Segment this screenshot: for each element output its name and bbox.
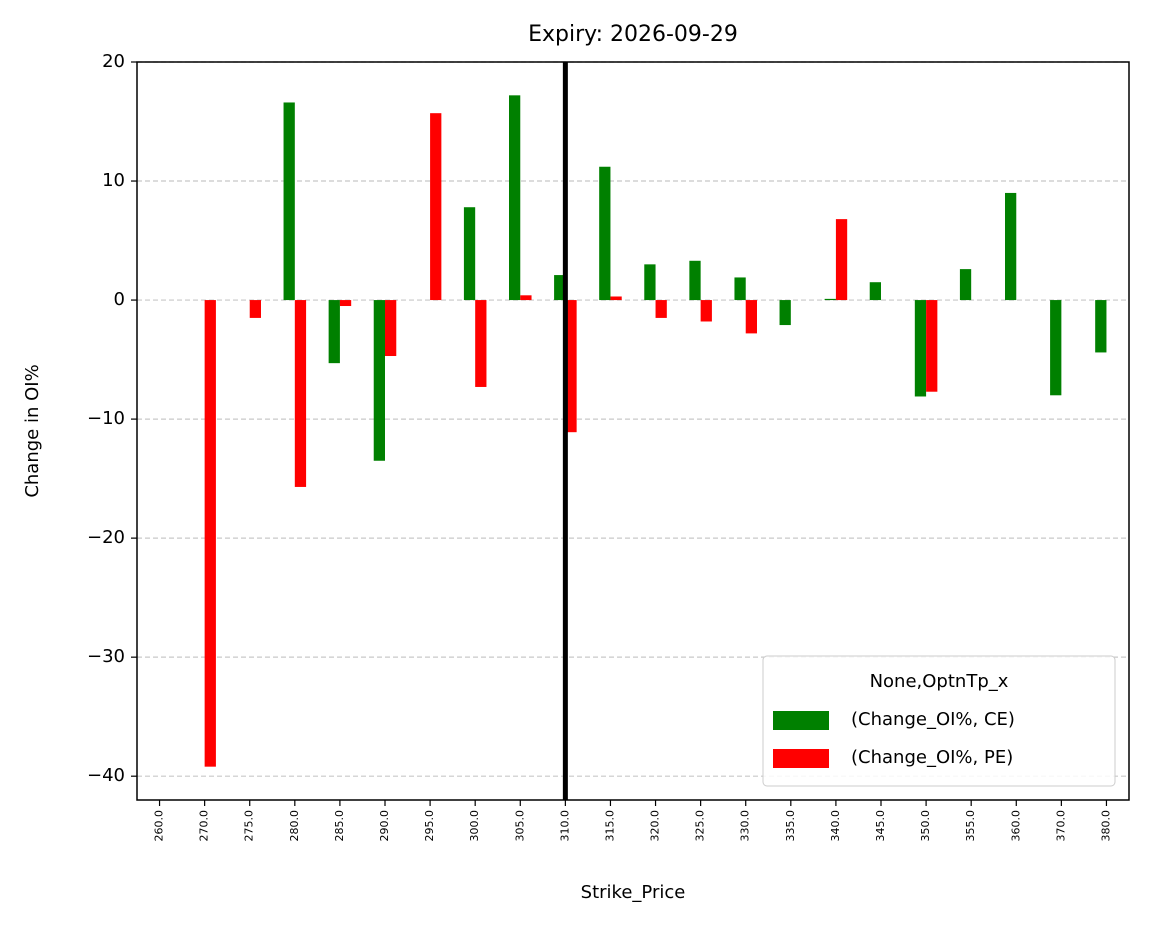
- bar: [959, 269, 972, 301]
- x-tick-label: 360.0: [1009, 810, 1022, 842]
- x-tick-label: 330.0: [739, 810, 752, 842]
- bar: [249, 300, 261, 318]
- bar: [745, 300, 757, 334]
- bar: [475, 300, 487, 387]
- plot-frame: [136, 61, 1130, 801]
- bar: [339, 300, 352, 307]
- x-tick-label: 370.0: [1054, 810, 1067, 842]
- bar: [599, 166, 611, 301]
- x-tick-label: 355.0: [964, 810, 977, 842]
- x-tick-label: 350.0: [919, 810, 932, 842]
- y-axis-label: Change in OI%: [22, 364, 43, 497]
- bar: [835, 219, 848, 301]
- bar: [734, 277, 746, 301]
- legend-title: None,OptnTp_x: [870, 671, 1009, 692]
- y-tick-label: 10: [102, 170, 125, 191]
- bar: [554, 275, 566, 301]
- y-tick-label: −10: [87, 408, 125, 429]
- x-tick-label: 380.0: [1099, 810, 1112, 842]
- x-tick-label: 290.0: [378, 810, 391, 842]
- bar: [385, 300, 397, 357]
- bar: [926, 300, 938, 392]
- bar: [430, 113, 442, 301]
- x-tick-label: 310.0: [558, 810, 571, 842]
- x-axis-label: Strike_Price: [581, 882, 686, 903]
- bar: [520, 295, 532, 301]
- bar: [283, 102, 295, 301]
- bar: [204, 300, 216, 767]
- legend-label: (Change_OI%, CE): [851, 709, 1015, 730]
- y-tick-label: −20: [87, 527, 125, 548]
- bar: [655, 300, 667, 318]
- x-tick-label: 260.0: [153, 810, 166, 842]
- legend-swatch: [773, 711, 829, 730]
- x-tick-label: 325.0: [694, 810, 707, 842]
- x-tick-label: 305.0: [513, 810, 526, 842]
- y-tick-label: 20: [102, 51, 125, 72]
- chart-title: Expiry: 2026-09-29: [528, 22, 738, 47]
- legend-label: (Change_OI%, PE): [851, 747, 1013, 768]
- y-tick-label: 0: [114, 289, 125, 310]
- bar: [328, 300, 340, 364]
- bar: [700, 300, 712, 322]
- legend: None,OptnTp_x (Change_OI%, CE) (Change_OI%…: [762, 655, 1116, 787]
- x-tick-label: 270.0: [198, 810, 211, 842]
- bar: [1095, 300, 1107, 353]
- bar: [1050, 300, 1062, 396]
- legend-frame: [762, 655, 1116, 787]
- bar: [565, 300, 577, 433]
- bar: [610, 296, 622, 301]
- y-tick-label: −40: [87, 765, 125, 786]
- bar: [373, 300, 385, 461]
- x-tick-label: 285.0: [333, 810, 346, 842]
- x-tick-label: 300.0: [468, 810, 481, 842]
- bar: [824, 298, 836, 301]
- x-tick-label: 320.0: [649, 810, 662, 842]
- bar: [914, 300, 927, 397]
- y-tick-label: −30: [87, 646, 125, 667]
- x-tick-label: 295.0: [423, 810, 436, 842]
- bar: [294, 300, 307, 487]
- bar: [869, 282, 881, 301]
- x-tick-label: 315.0: [603, 810, 616, 842]
- x-tick-label: 345.0: [874, 810, 887, 842]
- legend-swatch: [773, 749, 829, 768]
- bar: [644, 264, 656, 301]
- x-tick-label: 335.0: [784, 810, 797, 842]
- bar: [463, 207, 476, 301]
- bar: [689, 260, 701, 301]
- x-tick-label: 275.0: [243, 810, 256, 842]
- x-tick-label: 340.0: [829, 810, 842, 842]
- bar: [1005, 192, 1017, 301]
- x-tick-label: 280.0: [288, 810, 301, 842]
- bar: [779, 300, 791, 326]
- bar: [509, 95, 521, 301]
